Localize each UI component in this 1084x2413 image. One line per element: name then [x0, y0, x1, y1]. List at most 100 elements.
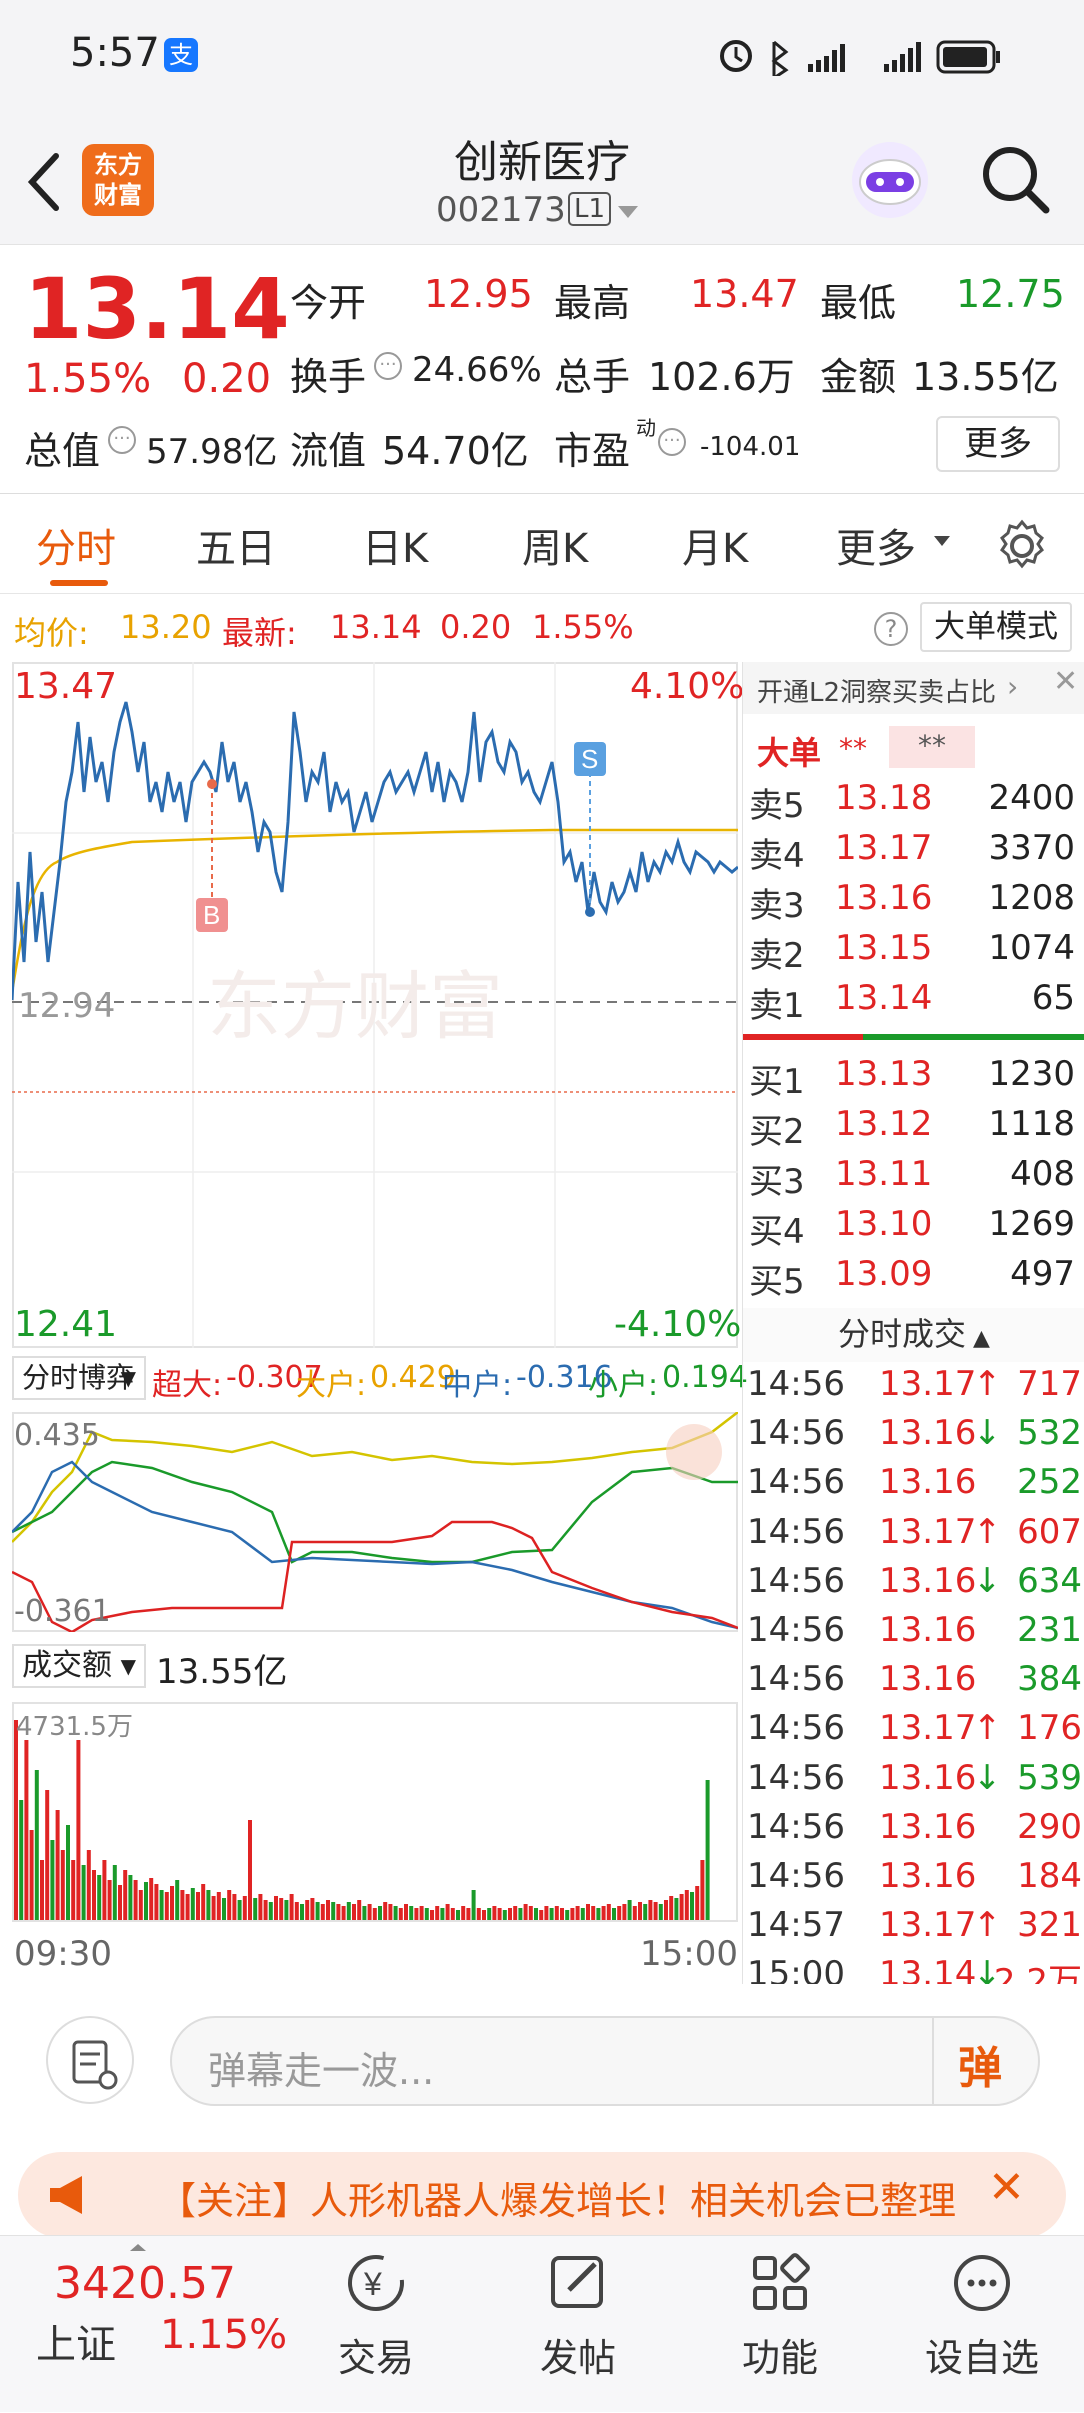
trade-price: 13.17: [879, 1708, 977, 1749]
turnover-label: 换手: [290, 355, 367, 399]
bid-row[interactable]: 买5 13.09 497: [743, 1254, 1083, 1302]
trade-row[interactable]: 14:57 13.17 ↑ 321: [743, 1905, 1084, 1954]
trade-row[interactable]: 14:56 13.16 290: [743, 1807, 1084, 1856]
tab-intraday[interactable]: 分时: [36, 526, 116, 572]
danmaku-input[interactable]: 弹幕走一波... 弹: [170, 2016, 1040, 2106]
bid-label: 买2: [749, 1112, 805, 1152]
volume-bar: [274, 1896, 278, 1920]
bid-row[interactable]: 买2 13.12 1118: [743, 1104, 1083, 1152]
search-icon[interactable]: [978, 142, 1054, 218]
bid-row[interactable]: 买3 13.11 408: [743, 1154, 1083, 1202]
trade-row[interactable]: 14:56 13.16 252: [743, 1462, 1084, 1511]
info-icon[interactable]: ···: [658, 428, 686, 456]
game-select[interactable]: 分时博弈 ▼: [12, 1356, 146, 1400]
nav-trade[interactable]: ¥ 交易: [296, 2248, 456, 2382]
volume-bar: [45, 1790, 50, 1920]
tab-more[interactable]: 更多: [836, 526, 916, 572]
l2-promo[interactable]: 开通L2洞察买卖占比 › ✕: [743, 662, 1084, 714]
ask-row[interactable]: 卖5 13.18 2400: [743, 778, 1083, 826]
robot-assistant-icon[interactable]: [848, 138, 932, 222]
volume-bar: [679, 1894, 684, 1920]
volume-bar: [253, 1898, 258, 1920]
ask-volume: 3370: [988, 828, 1075, 868]
index-ticker[interactable]: 3420.57 上证 1.15%: [0, 2236, 300, 2413]
back-arrow-icon[interactable]: [24, 152, 64, 212]
close-icon[interactable]: ✕: [1053, 664, 1079, 699]
volume-bar: [684, 1890, 689, 1920]
ask-row[interactable]: 卖2 13.15 1074: [743, 928, 1083, 976]
more-button[interactable]: 更多: [936, 416, 1060, 472]
volume-bar: [398, 1908, 403, 1920]
trade-row[interactable]: 14:56 13.16 ↓ 532: [743, 1413, 1084, 1462]
trade-row[interactable]: 14:56 13.17 ↑ 717: [743, 1364, 1084, 1413]
trade-price: 13.16: [879, 1757, 977, 1798]
megaphone-icon: [50, 2176, 82, 2214]
volume-select[interactable]: 成交额 ▼: [12, 1644, 146, 1688]
trade-volume: 634: [1017, 1560, 1082, 1601]
trade-row[interactable]: 14:56 13.16 231: [743, 1610, 1084, 1659]
low-value: 12.75: [956, 272, 1065, 316]
high-label: 最高: [554, 281, 631, 325]
volume-bar: [424, 1908, 429, 1920]
info-line: 均价: 13.20 最新: 13.14 0.20 1.55% ? 大单模式: [0, 594, 1084, 662]
big-order-mode-button[interactable]: 大单模式: [920, 602, 1072, 652]
trade-row[interactable]: 14:56 13.16 184: [743, 1856, 1084, 1905]
ask-volume: 2400: [988, 778, 1075, 818]
volume-bar: [242, 1896, 247, 1920]
time-start: 09:30: [14, 1934, 112, 1974]
volume-bar: [638, 1902, 642, 1920]
intraday-price-chart[interactable]: 东方财富 B S: [12, 662, 738, 1348]
danmaku-button[interactable]: 弹: [958, 2043, 1002, 2094]
bid-volume: 1269: [988, 1204, 1075, 1244]
bid-row[interactable]: 买1 13.13 1230: [743, 1054, 1083, 1102]
ask-volume: 1074: [988, 928, 1075, 968]
volume-bar: [55, 1810, 60, 1920]
volume-chart[interactable]: [12, 1702, 738, 1922]
close-icon[interactable]: ✕: [988, 2162, 1025, 2213]
status-bar: 5:57 支: [0, 0, 1084, 110]
trade-row[interactable]: 14:56 13.17 ↑ 607: [743, 1512, 1084, 1561]
volume-bar: [237, 1900, 242, 1920]
dropdown-caret-icon[interactable]: [616, 204, 640, 220]
nav-post[interactable]: 发帖: [498, 2248, 658, 2382]
ask-row[interactable]: 卖3 13.16 1208: [743, 878, 1083, 926]
tab-weekly-k[interactable]: 周K: [522, 526, 589, 572]
trade-row[interactable]: 14:56 13.16 384: [743, 1659, 1084, 1708]
trades-header[interactable]: 分时成交 ▲: [743, 1308, 1084, 1362]
volume-bar: [393, 1906, 398, 1920]
capital-flow-chart[interactable]: [12, 1412, 738, 1632]
tab-monthly-k[interactable]: 月K: [682, 526, 749, 572]
volume-bar: [591, 1906, 596, 1920]
volume-bar: [383, 1902, 388, 1920]
ask-row[interactable]: 卖1 13.14 65: [743, 978, 1083, 1026]
nav-functions[interactable]: 功能: [700, 2248, 860, 2382]
promo-banner[interactable]: 【关注】人形机器人爆发增长！相关机会已整理 ✕: [18, 2152, 1066, 2238]
volume-bar: [690, 1892, 694, 1920]
volume-bar: [440, 1908, 445, 1920]
trade-price: 13.17: [879, 1511, 977, 1552]
volume-bar: [367, 1904, 372, 1920]
volume-bar: [180, 1890, 185, 1920]
comment-list-icon[interactable]: [46, 2016, 134, 2104]
trade-row[interactable]: 14:56 13.16 ↓ 634: [743, 1561, 1084, 1610]
tab-daily-k[interactable]: 日K: [362, 526, 429, 572]
volume-bar: [185, 1894, 190, 1920]
help-icon[interactable]: ?: [874, 612, 908, 646]
trade-row[interactable]: 14:56 13.16 ↓ 539: [743, 1758, 1084, 1807]
bid-row[interactable]: 买4 13.10 1269: [743, 1204, 1083, 1252]
ask-row[interactable]: 卖4 13.17 3370: [743, 828, 1083, 876]
eastmoney-logo[interactable]: 东方 财富: [82, 144, 154, 216]
edit-icon: [551, 2256, 603, 2308]
gear-icon[interactable]: [994, 518, 1050, 574]
ask-price: 13.17: [835, 828, 933, 868]
volume-bar: [29, 1830, 34, 1920]
trade-row[interactable]: 14:56 13.17 ↑ 176: [743, 1708, 1084, 1757]
level-badge[interactable]: L1: [568, 192, 612, 226]
volume-bar: [97, 1875, 102, 1920]
info-icon[interactable]: ···: [374, 352, 402, 380]
nav-add-watchlist[interactable]: 设自选: [902, 2248, 1062, 2382]
tab-five-day[interactable]: 五日: [196, 526, 276, 572]
volume-bar: [482, 1910, 486, 1920]
info-icon[interactable]: ···: [108, 426, 136, 454]
change-pct: 1.55%: [24, 356, 152, 402]
